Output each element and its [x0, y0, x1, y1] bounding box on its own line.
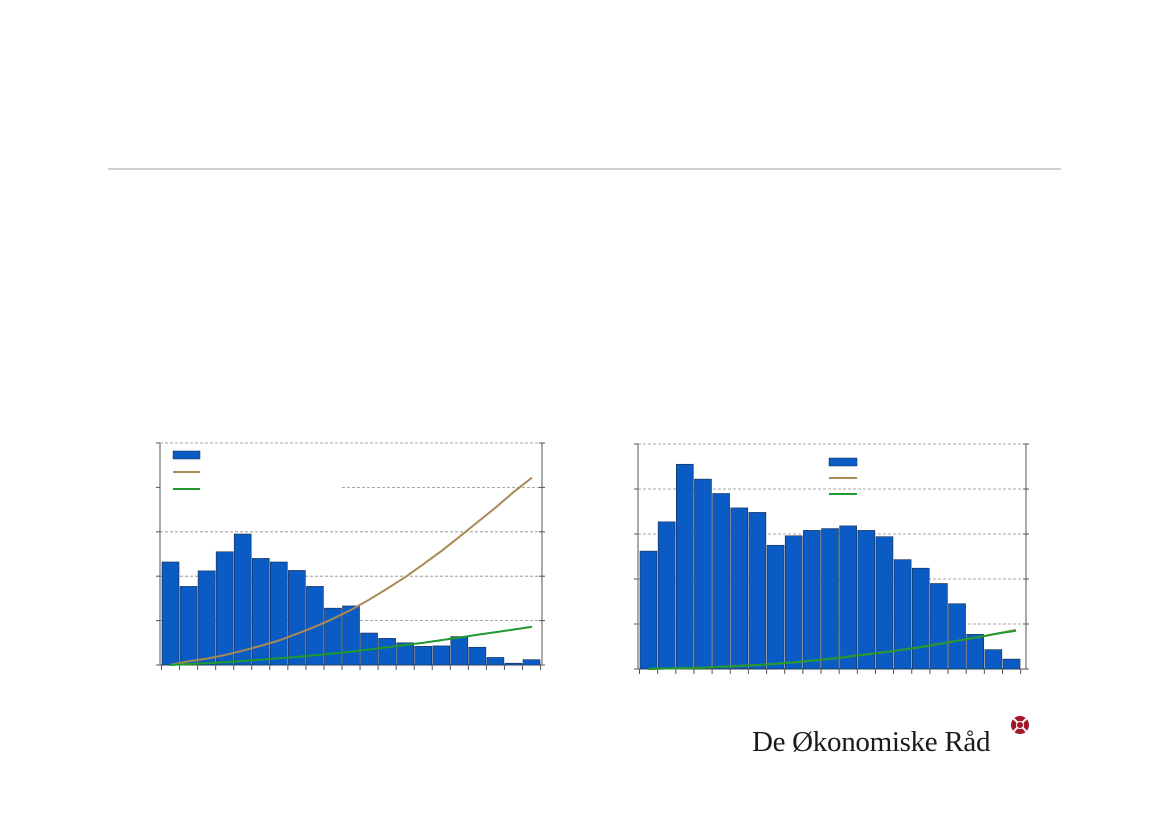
bar — [875, 536, 894, 670]
bar — [694, 478, 712, 670]
bar — [639, 550, 658, 670]
bar — [432, 645, 451, 666]
bar — [1002, 658, 1021, 670]
bar — [215, 551, 234, 666]
bar — [803, 530, 821, 670]
bar — [324, 607, 342, 666]
bar — [486, 657, 505, 666]
bar — [468, 646, 487, 666]
series-line-green — [169, 625, 533, 666]
bar — [857, 530, 876, 670]
bar — [378, 638, 396, 666]
bar — [712, 493, 730, 670]
bar — [730, 507, 749, 670]
bar — [657, 521, 676, 670]
title-divider — [108, 168, 1061, 170]
bar — [197, 570, 216, 666]
bar — [233, 533, 252, 666]
bar — [948, 603, 966, 670]
series-line-green — [647, 629, 1017, 670]
bar — [748, 512, 767, 670]
bar — [839, 525, 857, 670]
bar — [984, 649, 1003, 670]
legend-swatch-bar — [828, 457, 858, 467]
bar — [522, 659, 541, 666]
brand-wordmark: De Økonomiske Råd — [752, 726, 991, 758]
series-line-brown — [169, 476, 533, 666]
bar — [766, 544, 785, 670]
bar — [930, 583, 948, 670]
bar — [675, 463, 694, 670]
bar — [893, 559, 912, 670]
brand-logo-icon — [1011, 716, 1029, 734]
bar — [784, 535, 803, 670]
bar — [966, 634, 985, 670]
legend-swatch-bar — [172, 450, 201, 460]
bar — [414, 646, 433, 666]
bar — [821, 528, 839, 670]
bar — [396, 642, 414, 666]
bar — [288, 570, 306, 666]
bar — [251, 558, 270, 666]
bar — [911, 567, 930, 670]
bar — [504, 662, 523, 666]
